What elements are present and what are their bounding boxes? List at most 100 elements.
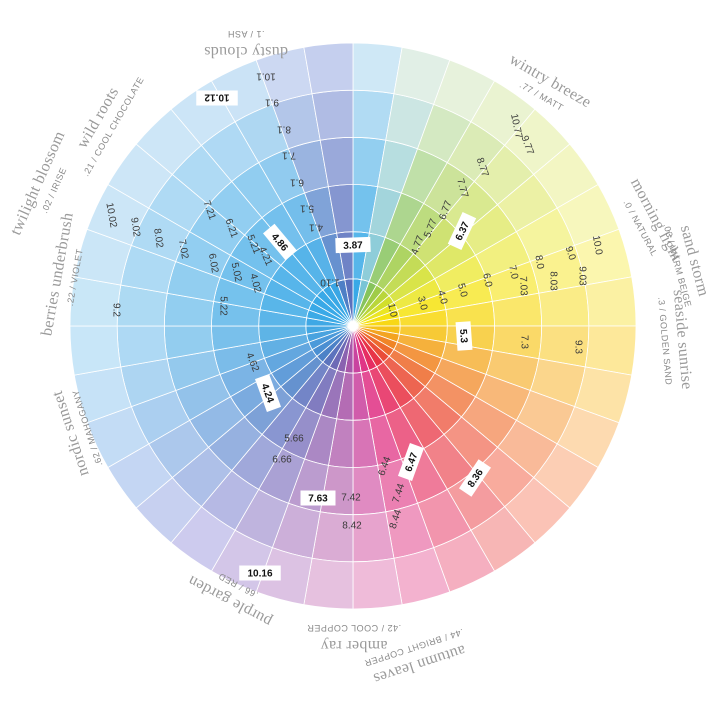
code-text: 6.0 <box>480 272 494 288</box>
code-text: 5.22 <box>218 296 229 316</box>
code-label-9-3: 9.3 <box>573 340 584 354</box>
code-text: 7.42 <box>341 493 361 504</box>
wheel-segment <box>584 276 637 327</box>
code-label-9-02: 9.02 <box>128 217 142 238</box>
code-label-3-87: 3.87 <box>335 236 371 254</box>
shade-name: amber ray <box>320 637 387 654</box>
code-label-8-0: 8.0 <box>532 254 545 270</box>
code-label-5-22: 5.22 <box>218 296 229 316</box>
code-label-5-0: 5.0 <box>455 282 469 299</box>
code-text: 10.1 <box>256 71 276 82</box>
shade-code: .42 / COOL COPPER <box>307 623 401 633</box>
code-text: 9.03 <box>577 266 588 286</box>
code-label-7-3: 7.3 <box>519 335 530 349</box>
code-text: 6.02 <box>206 253 220 275</box>
code-text: 4.1 <box>309 222 323 233</box>
code-label-10-0: 10.0 <box>590 235 604 257</box>
code-text: 5.1 <box>300 203 314 214</box>
code-label-10-12: 10.12 <box>196 90 238 106</box>
code-text: 8.42 <box>342 521 362 532</box>
code-text: 6.66 <box>272 455 292 466</box>
wheel-segment <box>352 42 403 95</box>
code-text: 9.1 <box>265 97 279 108</box>
code-text: 9.0 <box>563 245 578 262</box>
code-label-10-02: 10.02 <box>103 202 118 229</box>
code-label-5-3: 5.3 <box>455 321 473 351</box>
code-highlight-box <box>300 490 336 506</box>
code-text: 7.0 <box>506 264 520 280</box>
code-text: 4.02 <box>247 272 263 294</box>
code-label-4-02: 4.02 <box>247 272 263 294</box>
code-label-7-03: 7.03 <box>517 276 529 296</box>
code-text: 7.03 <box>517 276 529 296</box>
wheel-segment <box>303 42 354 95</box>
code-label-7-77: 7.77 <box>454 177 470 199</box>
code-label-10-16: 10.16 <box>239 565 281 581</box>
code-text: 10.77 <box>508 113 524 140</box>
code-highlight-box <box>239 565 281 581</box>
code-highlight-box <box>254 373 282 413</box>
code-label-4-24: 4.24 <box>254 373 282 413</box>
code-highlight-box <box>447 211 477 251</box>
code-text: 10.02 <box>103 202 118 229</box>
code-text: 5.66 <box>284 434 304 445</box>
code-label-9-03: 9.03 <box>577 266 588 286</box>
code-text: 3.0 <box>415 295 429 312</box>
code-highlight-box <box>196 90 238 106</box>
code-highlight-box <box>455 321 473 351</box>
code-label-1-10: 1.10 <box>320 277 340 288</box>
code-highlight-box <box>263 223 297 261</box>
code-text: 9.02 <box>128 217 142 238</box>
shade-dusty-clouds: dusty clouds .1 / ASH <box>204 29 288 60</box>
shade-autumn-leaves: autumn leaves.44 / BRIGHT COPPER <box>363 627 468 687</box>
code-label-8-42: 8.42 <box>342 521 362 532</box>
code-label-9-1: 9.1 <box>265 97 279 108</box>
code-text: 3.87 <box>343 240 363 252</box>
code-text: 1.0 <box>385 302 399 318</box>
code-highlight-box <box>458 459 492 497</box>
wheel-segment <box>584 325 637 376</box>
code-label-6-02: 6.02 <box>206 253 220 275</box>
code-label-6-66: 6.66 <box>272 455 292 466</box>
code-text: 9.3 <box>573 340 584 354</box>
shade-name: dusty clouds <box>204 43 288 60</box>
code-text: 10.12 <box>204 92 229 103</box>
code-label-10-1: 10.1 <box>256 71 276 82</box>
code-label-8-1: 8.1 <box>277 124 291 135</box>
code-text: 8.0 <box>532 254 545 270</box>
code-text: 8.1 <box>277 124 291 135</box>
code-label-9-2: 9.2 <box>111 303 122 317</box>
code-label-7-1: 7.1 <box>282 150 296 161</box>
code-text: 10.16 <box>247 569 272 580</box>
code-text: 5.0 <box>455 282 469 299</box>
code-text: 5.02 <box>229 262 244 284</box>
code-label-5-02: 5.02 <box>229 262 244 284</box>
code-text: 7.63 <box>308 494 328 505</box>
code-label-1-0: 1.0 <box>385 302 399 318</box>
code-text: 7.02 <box>176 239 190 261</box>
code-label-6-47: 6.47 <box>397 442 425 482</box>
shade-amber-ray: amber ray .42 / COOL COPPER <box>307 623 401 654</box>
shade-code: .3 / GOLDEN SAND <box>656 297 674 386</box>
wheel-segment <box>352 557 403 610</box>
code-label-8-03: 8.03 <box>548 271 559 291</box>
code-highlight-box <box>397 442 425 482</box>
code-highlight-box <box>335 236 371 254</box>
code-label-7-02: 7.02 <box>176 239 190 261</box>
code-label-9-0: 9.0 <box>563 245 578 262</box>
code-label-8-02: 8.02 <box>151 228 165 249</box>
code-text: 1.10 <box>320 277 340 288</box>
wheel-segments <box>69 42 637 610</box>
code-text: 8.02 <box>151 228 165 249</box>
shade-code: .1 / ASH <box>227 29 264 39</box>
code-label-10-77: 10.77 <box>508 113 524 140</box>
code-label-6-0: 6.0 <box>480 272 494 288</box>
wheel-segment <box>69 325 122 376</box>
code-text: 7.3 <box>519 335 530 349</box>
code-text: 7.77 <box>454 177 470 199</box>
code-label-5-66: 5.66 <box>284 434 304 445</box>
code-text: 5.3 <box>457 329 469 344</box>
code-text: 4.0 <box>435 289 449 306</box>
code-text: 10.0 <box>590 235 604 257</box>
